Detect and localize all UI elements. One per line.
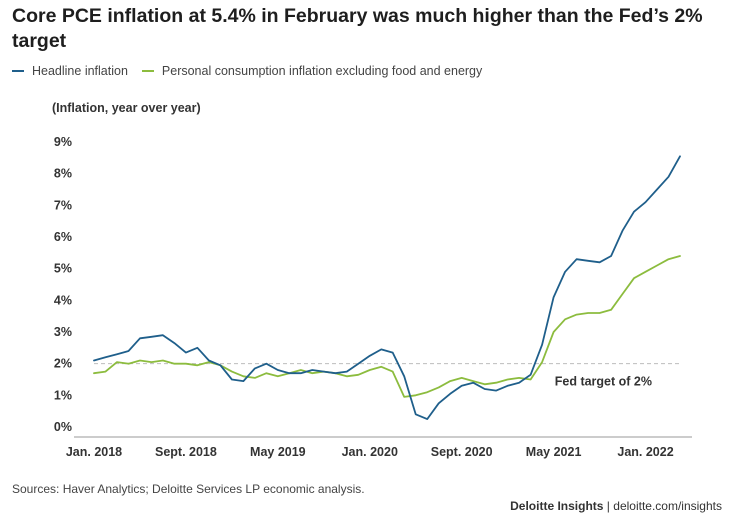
x-tick-label: Jan. 2018 [66,445,122,459]
x-tick-label: Sept. 2018 [155,445,217,459]
y-tick-label: 5% [54,262,72,276]
brand-separator: | [606,499,610,513]
brand-url: deloitte.com/insights [613,499,722,513]
legend-label-core: Personal consumption inflation excluding… [161,64,483,78]
source-note: Sources: Haver Analytics; Deloitte Servi… [12,482,365,496]
y-tick-label: 6% [54,230,72,244]
reference-line-label: Fed target of 2% [555,375,652,389]
brand-credit: Deloitte Insights | deloitte.com/insight… [510,499,722,513]
y-tick-label: 0% [54,420,72,434]
legend-swatch-headline [12,70,24,72]
legend: Headline inflation Personal consumption … [12,64,496,78]
legend-swatch-core [141,70,154,72]
x-tick-label: May 2021 [526,445,582,459]
legend-label-headline: Headline inflation [32,64,128,78]
legend-item-core: Personal consumption inflation excluding… [141,64,483,78]
line-chart: 0% 1% 2% 3% 4% 5% 6% 7% 8% 9% Jan. 2018 Sept. 2018 M… [54,135,692,459]
legend-item-headline: Headline inflation [12,64,128,78]
y-tick-label: 3% [54,325,72,339]
series-line-headline [93,155,681,421]
y-tick-label: 4% [54,293,72,307]
y-tick-label: 2% [54,357,72,371]
series-line-core [93,255,681,398]
y-axis-label: (Inflation, year over year) [52,101,201,115]
y-tick-label: 7% [54,198,72,212]
x-tick-label: Sept. 2020 [431,445,493,459]
y-tick-label: 9% [54,135,72,149]
x-tick-label: Jan. 2020 [342,445,398,459]
y-tick-label: 1% [54,388,72,402]
chart-title: Core PCE inflation at 5.4% in February w… [12,5,703,52]
x-tick-label: May 2019 [250,445,306,459]
x-tick-label: Jan. 2022 [617,445,673,459]
brand-name: Deloitte Insights [510,499,604,513]
y-tick-label: 8% [54,167,72,181]
